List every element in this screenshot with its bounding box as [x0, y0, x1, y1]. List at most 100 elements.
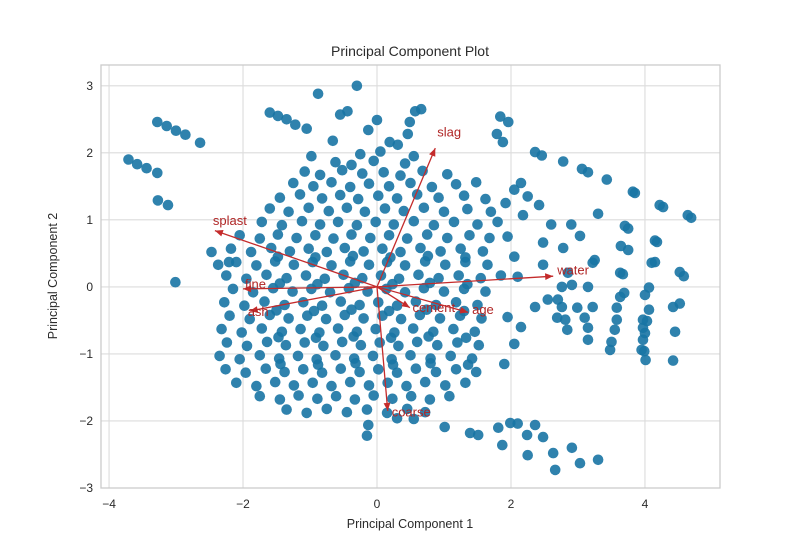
scatter-point: [502, 311, 513, 323]
scatter-point: [395, 170, 406, 181]
scatter-point: [312, 359, 324, 371]
scatter-point: [408, 413, 420, 425]
loading-arrow-water: [376, 275, 554, 288]
scatter-point: [422, 250, 434, 262]
scatter-point: [339, 242, 351, 254]
scatter-point: [261, 269, 272, 281]
scatter-point: [225, 243, 237, 254]
scatter-point: [566, 279, 578, 291]
scatter-point: [316, 300, 328, 312]
scatter-point: [484, 232, 495, 244]
scatter-point: [472, 219, 483, 230]
scatter-point: [373, 364, 384, 375]
loading-arrows: slag splast water fine ash cement age coarse: [213, 125, 590, 420]
scatter-point: [330, 390, 342, 402]
scatter-point: [493, 422, 504, 434]
scatter-point: [399, 260, 411, 271]
scatter-point: [497, 439, 508, 451]
x-tick-label: 0: [374, 497, 381, 511]
scatter-point: [592, 208, 604, 220]
scatter-point: [300, 270, 312, 281]
scatter-point: [373, 190, 384, 201]
scatter-point: [582, 322, 594, 334]
scatter-point: [391, 193, 403, 204]
y-tick-label: −1: [79, 347, 93, 361]
scatter-point: [402, 128, 414, 140]
scatter-point: [614, 291, 626, 303]
scatter-point: [318, 340, 329, 352]
scatter-point: [445, 350, 457, 362]
scatter-point: [241, 340, 253, 352]
scatter-point: [579, 312, 590, 324]
scatter-point: [391, 367, 403, 379]
scatter-point: [379, 203, 391, 214]
scatter-point: [391, 413, 403, 424]
scatter-point: [350, 358, 361, 369]
scatter-point: [426, 181, 438, 193]
scatter-point: [206, 246, 217, 258]
scatter-point: [344, 376, 356, 388]
scatter-point: [421, 229, 433, 240]
scatter-point: [365, 232, 376, 244]
scatter-point: [476, 313, 487, 324]
scatter-point: [611, 314, 623, 326]
loading-arrow-ash: [249, 286, 378, 312]
scatter-point: [566, 442, 578, 454]
scatter-point: [388, 219, 400, 230]
scatter-point: [245, 246, 257, 258]
scatter-point: [408, 215, 420, 227]
scatter-point: [314, 219, 326, 230]
scatter-point: [495, 111, 506, 122]
scatter-point: [458, 190, 470, 201]
scatter-point: [381, 407, 393, 419]
scatter-point: [667, 355, 679, 366]
scatter-point: [491, 128, 503, 140]
scatter-point: [334, 109, 346, 120]
scatter-point: [537, 237, 549, 248]
loading-arrowhead-slag: [429, 148, 436, 157]
scatter-point: [288, 259, 300, 271]
scatter-point: [347, 250, 359, 262]
scatter-point: [231, 256, 242, 268]
scatter-point: [622, 223, 634, 234]
scatter-point: [310, 252, 321, 263]
scatter-point: [306, 150, 317, 162]
scatter-point: [399, 158, 411, 169]
scatter-point: [355, 339, 367, 351]
scatter-point: [503, 116, 514, 128]
scatter-point: [529, 301, 541, 313]
loading-arrow-fine: [243, 286, 378, 290]
scatter-point: [308, 181, 319, 192]
scatter-point: [244, 313, 255, 325]
scatter-point: [283, 313, 294, 324]
scatter-point: [378, 167, 390, 178]
scatter-point: [348, 331, 359, 342]
scatter-point: [604, 344, 616, 356]
scatter-point: [482, 259, 493, 271]
scatter-point: [401, 380, 412, 392]
scatter-point: [312, 88, 324, 100]
scatter-point: [502, 231, 513, 242]
scatter-point: [370, 323, 382, 335]
scatter-point: [492, 216, 503, 228]
scatter-point: [515, 321, 527, 333]
scatter-point: [327, 135, 339, 147]
scatter-point: [405, 390, 417, 402]
scatter-point: [433, 192, 444, 203]
scatter-point: [622, 244, 634, 256]
scatter-point: [346, 229, 357, 240]
scatter-point: [351, 80, 363, 92]
scatter-point: [269, 376, 281, 388]
scatter-point: [374, 337, 386, 348]
scatter-point: [512, 418, 523, 429]
scatter-point: [344, 181, 356, 193]
scatter-point: [216, 323, 227, 335]
scatter-point: [336, 336, 348, 348]
scatter-point: [440, 380, 451, 391]
scatter-point: [404, 116, 416, 128]
scatter-point: [497, 136, 509, 148]
scatter-point: [234, 354, 245, 365]
scatter-point: [460, 252, 471, 263]
scatter-point: [330, 350, 341, 361]
scatter-point: [220, 364, 231, 375]
